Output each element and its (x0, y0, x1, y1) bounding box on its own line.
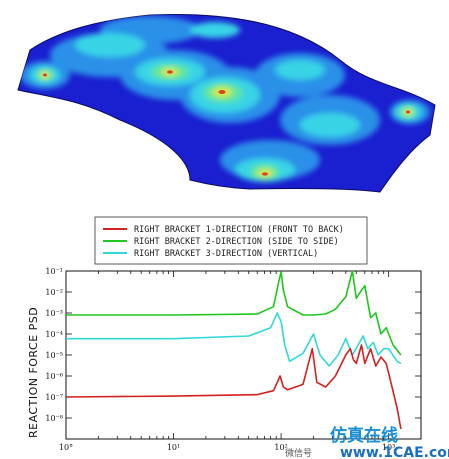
y-tick-label: 10⁻⁴ (45, 330, 63, 339)
reaction-force-psd-chart: RIGHT BRACKET 1-DIRECTION (FRONT TO BACK… (27, 216, 449, 459)
x-tick-label: 10³ (382, 443, 395, 452)
contour-band (75, 33, 145, 57)
y-tick-label: 10⁻² (45, 288, 63, 297)
contour-band (190, 22, 240, 38)
contour-peak (43, 73, 47, 77)
contour-peak (218, 90, 226, 94)
y-tick-label: 10⁻³ (45, 309, 63, 318)
x-tick-label: 10¹ (167, 443, 180, 452)
contour-band (300, 113, 360, 137)
watermark-site: www.1CAE.com (340, 445, 449, 459)
y-tick-label: 10⁻⁵ (45, 351, 63, 360)
legend-label-3: RIGHT BRACKET 3-DIRECTION (VERTICAL) (134, 249, 318, 259)
y-tick-label: 10⁻¹ (45, 267, 63, 276)
x-tick-label: 10° (59, 443, 73, 452)
y-tick-label: 10⁻⁸ (45, 414, 63, 423)
series-line-3 (66, 312, 402, 367)
y-axis-label: REACTION FORCE PSD (27, 307, 40, 438)
watermark-brand: 仿真在线 (330, 425, 398, 446)
contour-peak (167, 70, 173, 74)
contour-peak (262, 172, 268, 176)
legend-label-2: RIGHT BRACKET 2-DIRECTION (SIDE TO SIDE) (134, 237, 339, 247)
contour-band (275, 60, 325, 80)
x-tick-label: 10² (274, 443, 287, 452)
watermark-faint: 微信号 (285, 447, 312, 459)
series-line-1 (65, 344, 402, 430)
y-tick-label: 10⁻⁷ (45, 393, 63, 402)
plot-area (65, 270, 422, 440)
legend-label-1: RIGHT BRACKET 1-DIRECTION (FRONT TO BACK… (134, 225, 344, 235)
contour-peak (406, 110, 410, 114)
series-line-2 (66, 270, 402, 356)
stress-contour-plot (17, 13, 436, 193)
legend-box (94, 216, 368, 265)
y-tick-label: 10⁻⁶ (45, 372, 63, 381)
